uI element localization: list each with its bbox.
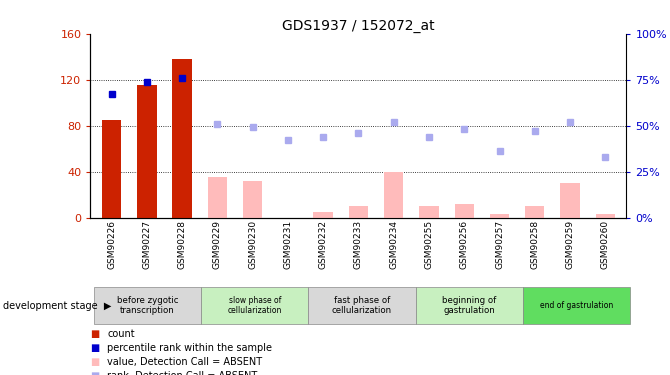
Text: before zygotic
transcription: before zygotic transcription xyxy=(117,296,178,315)
Title: GDS1937 / 152072_at: GDS1937 / 152072_at xyxy=(282,19,435,33)
Bar xyxy=(172,59,192,217)
Bar xyxy=(560,183,580,218)
Bar xyxy=(208,177,227,218)
Text: ■: ■ xyxy=(90,372,100,375)
Bar xyxy=(243,181,263,218)
Bar xyxy=(525,206,545,218)
Text: count: count xyxy=(107,329,135,339)
Text: ■: ■ xyxy=(90,329,100,339)
Text: development stage  ▶: development stage ▶ xyxy=(3,301,112,310)
Bar xyxy=(596,214,615,217)
Text: rank, Detection Call = ABSENT: rank, Detection Call = ABSENT xyxy=(107,372,257,375)
Bar xyxy=(314,212,333,217)
Text: ■: ■ xyxy=(90,357,100,367)
Text: fast phase of
cellularization: fast phase of cellularization xyxy=(332,296,392,315)
Text: beginning of
gastrulation: beginning of gastrulation xyxy=(442,296,496,315)
Text: ■: ■ xyxy=(90,343,100,353)
Bar xyxy=(384,172,403,217)
Text: slow phase of
cellularization: slow phase of cellularization xyxy=(228,296,282,315)
Bar xyxy=(349,206,368,218)
Bar xyxy=(102,120,121,218)
Bar xyxy=(137,86,157,218)
Bar xyxy=(419,206,439,218)
Bar xyxy=(454,204,474,218)
Text: percentile rank within the sample: percentile rank within the sample xyxy=(107,343,272,353)
Bar xyxy=(490,214,509,217)
Text: end of gastrulation: end of gastrulation xyxy=(540,301,613,310)
Text: value, Detection Call = ABSENT: value, Detection Call = ABSENT xyxy=(107,357,263,367)
